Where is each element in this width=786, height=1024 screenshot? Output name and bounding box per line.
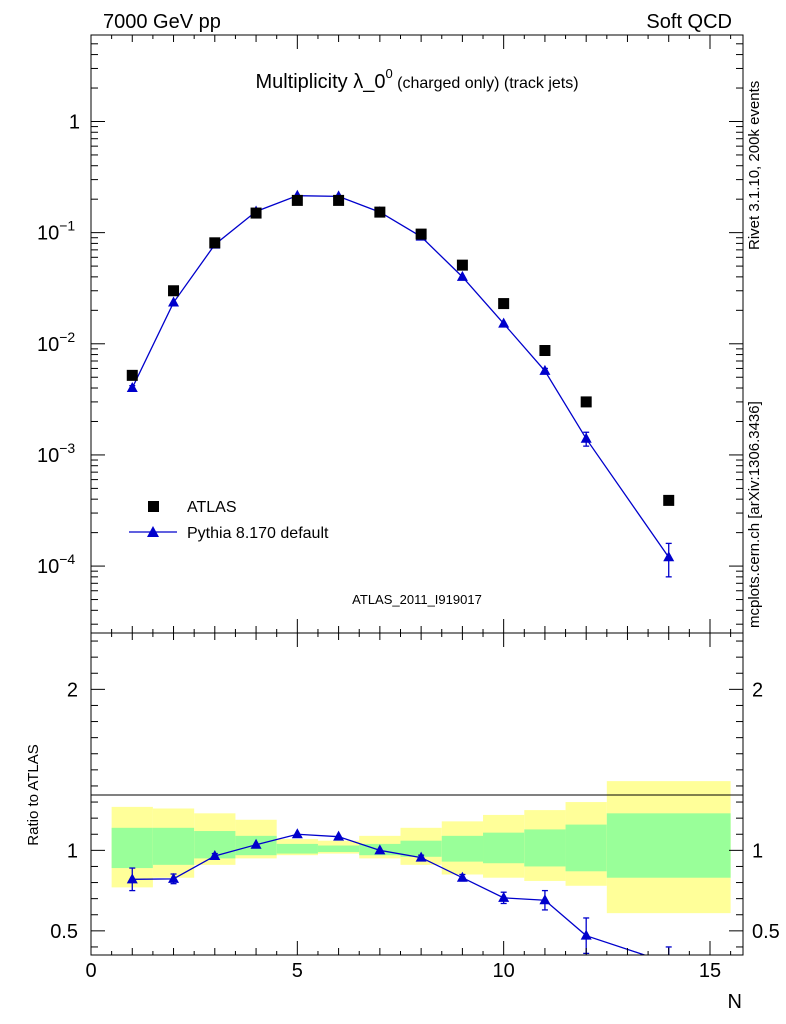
ratio-uncertainty-bands — [111, 781, 731, 914]
band-inner-10 — [524, 829, 566, 867]
y-tick-exponent: −2 — [59, 329, 75, 345]
atlas-point — [580, 396, 592, 408]
atlas-point — [209, 237, 221, 249]
atlas-point — [498, 298, 510, 310]
band-inner-4 — [276, 843, 318, 854]
ratio-y-tick-label-left: 1 — [67, 840, 78, 862]
band-inner-0 — [111, 827, 153, 869]
ratio-point — [168, 872, 180, 883]
y-tick-base: 10 — [37, 556, 59, 578]
title-main: Multiplicity λ_0 — [255, 71, 385, 93]
ratio-point — [456, 871, 468, 882]
ratio-panel-frame — [90, 632, 744, 956]
mcplots-label: mcplots.cern.ch [arXiv:1306.3436] — [746, 401, 763, 628]
ratio-point — [539, 894, 551, 905]
atlas-point — [663, 494, 675, 506]
x-tick-label: 0 — [85, 960, 96, 982]
band-inner-9 — [483, 832, 525, 864]
ratio-y-tick-label-right: 0.5 — [752, 921, 780, 943]
ratio-y-tick-label-left: 2 — [67, 679, 78, 701]
band-inner-5 — [317, 845, 360, 852]
legend-atlas-marker — [148, 501, 159, 512]
atlas-point — [250, 207, 262, 219]
header-left: 7000 GeV pp — [103, 11, 221, 33]
ratio-point — [291, 828, 303, 839]
pythia-point — [498, 317, 510, 328]
y-tick-label: 10−4 — [37, 551, 75, 578]
y-tick-base: 10 — [37, 445, 59, 467]
y-tick-base: 10 — [37, 223, 59, 245]
rivet-label: Rivet 3.1.10, 200k events — [746, 81, 763, 250]
ratio-point — [209, 849, 221, 860]
ratio-panel-data — [126, 828, 674, 967]
title-sup: 0 — [385, 66, 392, 81]
main-panel-frame — [90, 34, 744, 634]
analysis-id: ATLAS_2011_I919017 — [352, 592, 482, 607]
pythia-point — [168, 296, 180, 307]
atlas-point — [333, 194, 345, 206]
atlas-point — [539, 345, 551, 357]
atlas-point — [168, 285, 180, 297]
ratio-point — [333, 830, 345, 841]
legend-pythia-label: Pythia 8.170 default — [187, 525, 329, 542]
atlas-point — [456, 259, 468, 271]
band-inner-8 — [441, 835, 484, 862]
ratio-y-tick-label-right: 2 — [752, 679, 763, 701]
legend-pythia-marker — [147, 526, 159, 537]
ratio-point — [580, 929, 592, 940]
y-tick-exponent: −4 — [59, 551, 75, 567]
ratio-point — [250, 838, 262, 849]
title-sub: (charged only) (track jets) — [393, 75, 579, 92]
y-tick-exponent: −3 — [59, 440, 75, 456]
y-tick-label: 10−1 — [37, 218, 75, 245]
ratio-point — [126, 873, 138, 884]
band-inner-12 — [606, 813, 731, 878]
x-tick-label: 5 — [292, 960, 303, 982]
y-tick-label: 10−3 — [37, 440, 75, 467]
atlas-point — [415, 228, 427, 240]
header-right: Soft QCD — [646, 11, 732, 33]
ratio-point — [374, 844, 386, 855]
ratio-point — [498, 891, 510, 902]
ratio-y-tick-label-left: 0.5 — [50, 921, 78, 943]
x-tick-label: 15 — [699, 960, 721, 982]
x-axis-label: N — [728, 991, 742, 1013]
atlas-point — [291, 194, 303, 206]
y-tick-label: 10−2 — [37, 329, 75, 356]
legend-atlas-label: ATLAS — [187, 499, 237, 516]
band-inner-1 — [152, 827, 195, 865]
band-inner-11 — [565, 824, 607, 872]
atlas-point — [126, 369, 138, 381]
atlas-point — [374, 206, 386, 218]
ratio-y-tick-label-right: 1 — [752, 840, 763, 862]
pythia-point — [126, 382, 138, 393]
plot-title: Multiplicity λ_00 (charged only) (track … — [255, 66, 578, 93]
ratio-ylabel: Ratio to ATLAS — [25, 744, 42, 845]
band-inner-7 — [400, 840, 442, 857]
pythia-point — [456, 270, 468, 281]
pythia-point — [539, 364, 551, 375]
x-tick-label: 10 — [493, 960, 515, 982]
ratio-point — [415, 851, 427, 862]
y-tick-label: 1 — [69, 111, 80, 133]
legend: ATLAS Pythia 8.170 default — [129, 499, 329, 542]
y-tick-base: 10 — [37, 334, 59, 356]
main-panel-data — [126, 189, 675, 578]
pythia-point — [580, 432, 592, 443]
y-tick-exponent: −1 — [59, 218, 75, 234]
pythia-point — [663, 551, 675, 562]
ratio-point — [663, 957, 674, 967]
